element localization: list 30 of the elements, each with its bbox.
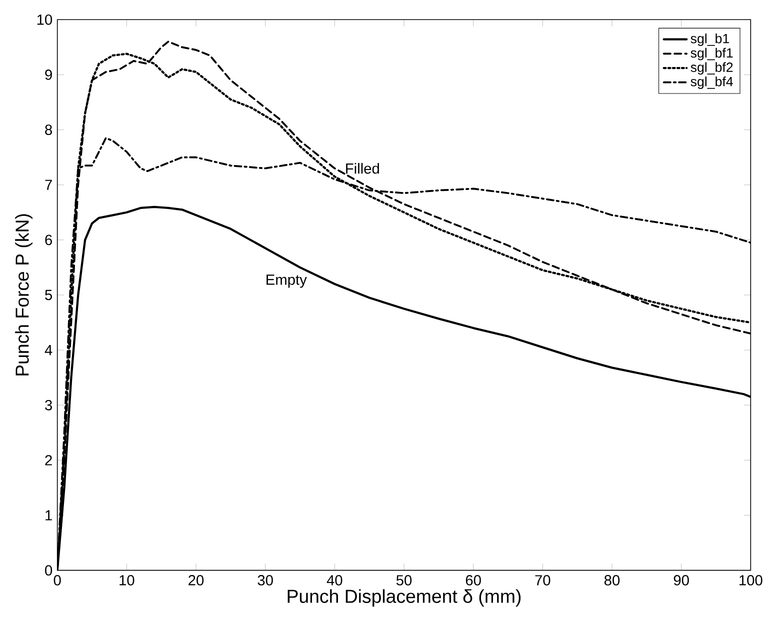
x-tick-label: 80 <box>604 575 620 586</box>
y-tick-label: 4 <box>44 345 52 356</box>
y-tick-label: 9 <box>45 70 52 80</box>
x-tick-label: 50 <box>396 575 412 586</box>
y-tick-label: 8 <box>45 124 52 135</box>
legend-label: sgl_bf1 <box>690 48 733 60</box>
x-tick-label: 0 <box>54 575 61 586</box>
annotation: Empty <box>266 274 307 288</box>
x-tick-label: 10 <box>120 575 134 586</box>
legend-label: sgl_b1 <box>690 34 729 46</box>
x-tick-label: 90 <box>674 575 689 586</box>
y-tick-label: 6 <box>45 234 52 246</box>
y-tick-label: 10 <box>37 14 52 25</box>
x-tick-label: 100 <box>740 575 762 586</box>
y-tick-label: 3 <box>45 400 52 410</box>
x-tick-label: 70 <box>535 575 550 586</box>
x-tick-label: 60 <box>466 575 481 586</box>
y-tick-label: 0 <box>45 565 52 576</box>
x-tick-label: 40 <box>326 575 342 586</box>
y-tick-label: 1 <box>46 510 52 520</box>
y-tick-label: 2 <box>45 455 52 466</box>
x-tick-label: 30 <box>258 575 273 586</box>
legend-label: sgl_bf4 <box>690 76 733 89</box>
annotation: Filled <box>346 162 379 174</box>
x-axis-title: Punch Displacement δ (mm) <box>288 589 521 607</box>
y-tick-label: 5 <box>45 290 52 300</box>
y-axis-title: Punch Force P (kN) <box>15 214 32 376</box>
y-tick-label: 7 <box>45 180 52 190</box>
legend-label: sgl_bf2 <box>690 62 733 75</box>
x-tick-label: 20 <box>188 575 204 586</box>
